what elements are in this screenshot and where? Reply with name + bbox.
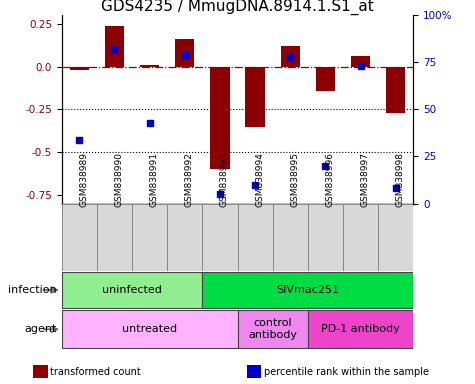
Point — [111, 46, 118, 52]
Text: percentile rank within the sample: percentile rank within the sample — [264, 367, 428, 377]
Bar — [238, 310, 308, 348]
Text: GSM838990: GSM838990 — [114, 152, 124, 207]
Text: GSM838995: GSM838995 — [290, 152, 299, 207]
Point — [216, 191, 224, 197]
Text: GSM838994: GSM838994 — [255, 152, 264, 207]
Bar — [202, 204, 238, 271]
Text: uninfected: uninfected — [102, 285, 162, 295]
Text: SIVmac251: SIVmac251 — [276, 285, 339, 295]
Text: control
antibody: control antibody — [248, 318, 297, 340]
Point — [251, 182, 259, 188]
Point — [76, 136, 83, 142]
Title: GDS4235 / MmugDNA.8914.1.S1_at: GDS4235 / MmugDNA.8914.1.S1_at — [101, 0, 374, 15]
Bar — [167, 204, 202, 271]
Text: PD-1 antibody: PD-1 antibody — [321, 324, 400, 334]
Text: GSM838998: GSM838998 — [396, 152, 405, 207]
Bar — [273, 204, 308, 271]
Point — [286, 54, 294, 60]
Bar — [378, 204, 413, 271]
Bar — [210, 67, 229, 169]
Bar — [316, 67, 335, 91]
Bar — [70, 67, 89, 70]
Text: GSM838993: GSM838993 — [220, 152, 229, 207]
Text: GSM838997: GSM838997 — [361, 152, 370, 207]
Bar — [97, 204, 132, 271]
Bar — [238, 204, 273, 271]
Bar — [175, 39, 194, 67]
Bar — [62, 310, 238, 348]
Point — [181, 52, 189, 58]
Text: transformed count: transformed count — [50, 367, 141, 377]
Text: infection: infection — [9, 285, 57, 295]
Bar — [202, 272, 413, 308]
Bar — [62, 272, 202, 308]
Point — [146, 119, 153, 126]
Bar — [140, 65, 159, 67]
Text: GSM838992: GSM838992 — [185, 152, 194, 207]
Bar — [343, 204, 378, 271]
Point — [392, 185, 399, 192]
Text: GSM838989: GSM838989 — [79, 152, 88, 207]
Bar — [308, 204, 343, 271]
Bar — [132, 204, 167, 271]
Bar — [308, 310, 413, 348]
Text: GSM838996: GSM838996 — [325, 152, 334, 207]
Point — [357, 63, 364, 69]
Text: GSM838991: GSM838991 — [150, 152, 159, 207]
Text: agent: agent — [25, 324, 57, 334]
Text: untreated: untreated — [122, 324, 177, 334]
Bar — [281, 46, 300, 67]
Bar — [351, 56, 370, 67]
Bar — [62, 204, 97, 271]
Bar — [105, 26, 124, 67]
Point — [322, 163, 329, 169]
Bar — [246, 67, 265, 127]
Bar — [386, 67, 405, 113]
